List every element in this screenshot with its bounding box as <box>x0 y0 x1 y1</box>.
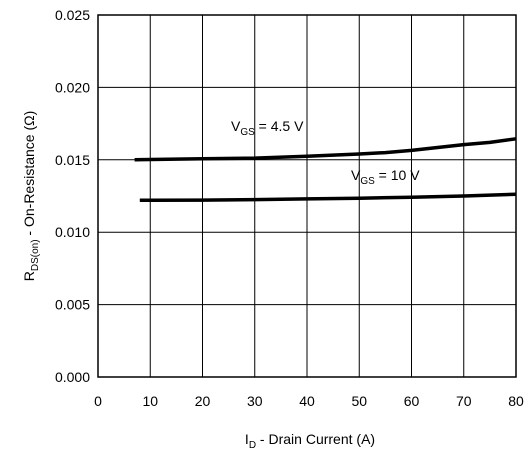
x-tick-label: 10 <box>142 393 158 409</box>
series-line-1 <box>139 192 517 203</box>
series-line-0 <box>134 137 517 162</box>
grid <box>98 15 516 377</box>
y-tick-labels: 0.000 0.005 0.010 0.015 0.020 0.025 <box>55 7 90 385</box>
plot-frame <box>97 14 517 378</box>
x-tick-label: 30 <box>247 393 263 409</box>
x-tick-label: 70 <box>456 393 472 409</box>
x-tick-label: 80 <box>508 393 524 409</box>
y-tick-label: 0.015 <box>55 152 90 168</box>
y-tick-label: 0.005 <box>55 297 90 313</box>
y-axis-title: RDS(on) - On-Resistance (Ω) <box>21 111 41 282</box>
y-tick-label: 0.000 <box>55 369 90 385</box>
x-tick-label: 20 <box>195 393 211 409</box>
series-layer <box>134 137 517 203</box>
series-label-vgs-4-5: VGS = 4.5 V <box>231 118 304 138</box>
series-label-vgs-10: VGS = 10 V <box>351 167 420 187</box>
x-tick-label: 60 <box>404 393 420 409</box>
x-tick-label: 0 <box>94 393 102 409</box>
x-tick-label: 40 <box>299 393 315 409</box>
x-axis-title: ID - Drain Current (A) <box>245 431 375 451</box>
y-tick-label: 0.025 <box>55 7 90 23</box>
x-tick-label: 50 <box>351 393 367 409</box>
y-tick-label: 0.010 <box>55 224 90 240</box>
y-tick-label: 0.020 <box>55 79 90 95</box>
x-tick-labels: 0 10 20 30 40 50 60 70 80 <box>94 393 524 409</box>
